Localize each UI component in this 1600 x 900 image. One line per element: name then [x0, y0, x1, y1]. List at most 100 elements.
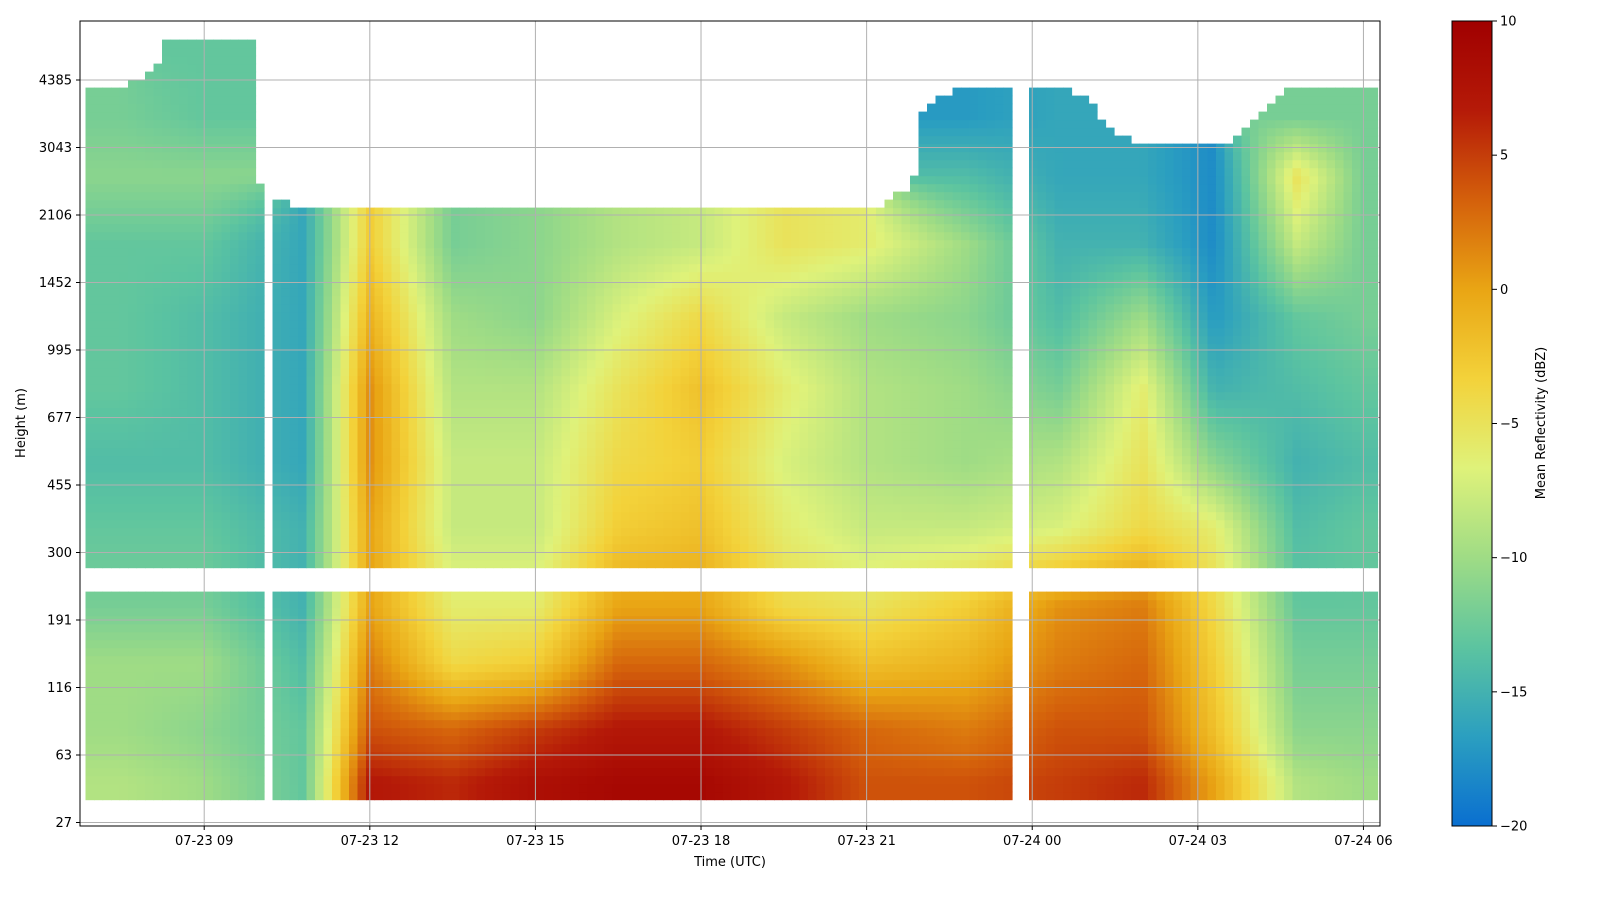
heatmap-cell — [153, 207, 163, 217]
heatmap-cell — [561, 263, 571, 273]
heatmap-cell — [85, 655, 95, 665]
heatmap-cell — [612, 735, 622, 745]
heatmap-cell — [570, 375, 580, 385]
heatmap-cell — [85, 527, 95, 537]
heatmap-cell — [629, 511, 639, 521]
heatmap-cell — [408, 655, 418, 665]
heatmap-cell — [391, 559, 401, 569]
heatmap-cell — [434, 719, 444, 729]
heatmap-cell — [230, 735, 240, 745]
heatmap-cell — [417, 391, 427, 401]
heatmap-cell — [289, 311, 299, 321]
heatmap-cell — [595, 447, 605, 457]
heatmap-cell — [289, 535, 299, 545]
heatmap-cell — [459, 279, 469, 289]
heatmap-cell — [213, 71, 223, 81]
heatmap-cell — [357, 423, 367, 433]
heatmap-cell — [162, 71, 172, 81]
heatmap-cell — [383, 271, 393, 281]
heatmap-cell — [153, 591, 163, 601]
heatmap-cell — [621, 743, 631, 753]
heatmap-cell — [578, 759, 588, 769]
heatmap-cell — [315, 687, 325, 697]
heatmap-cell — [153, 735, 163, 745]
heatmap-cell — [408, 479, 418, 489]
heatmap-cell — [459, 559, 469, 569]
heatmap-cell — [451, 519, 461, 529]
heatmap-cell — [221, 391, 231, 401]
heatmap-cell — [323, 711, 333, 721]
heatmap-cell — [442, 295, 452, 305]
heatmap-cell — [111, 311, 121, 321]
heatmap-cell — [544, 351, 554, 361]
heatmap-cell — [510, 423, 520, 433]
heatmap-cell — [349, 527, 359, 537]
heatmap-cell — [349, 543, 359, 553]
heatmap-cell — [459, 495, 469, 505]
heatmap-cell — [315, 479, 325, 489]
heatmap-cell — [255, 191, 265, 201]
heatmap-cell — [502, 495, 512, 505]
heatmap-cell — [94, 487, 104, 497]
heatmap-cell — [425, 655, 435, 665]
heatmap-cell — [119, 335, 129, 345]
heatmap-cell — [442, 687, 452, 697]
heatmap-cell — [289, 687, 299, 697]
heatmap-cell — [502, 423, 512, 433]
heatmap-cell — [570, 255, 580, 265]
heatmap-cell — [230, 623, 240, 633]
heatmap-cell — [621, 415, 631, 425]
heatmap-cell — [604, 391, 614, 401]
heatmap-cell — [196, 607, 206, 617]
heatmap-cell — [366, 543, 376, 553]
heatmap-cell — [638, 423, 648, 433]
heatmap-cell — [553, 351, 563, 361]
heatmap-cell — [128, 439, 138, 449]
heatmap-cell — [213, 471, 223, 481]
heatmap-cell — [383, 559, 393, 569]
heatmap-cell — [153, 87, 163, 97]
heatmap-cell — [468, 511, 478, 521]
heatmap-cell — [357, 671, 367, 681]
heatmap-cell — [578, 551, 588, 561]
heatmap-cell — [102, 247, 112, 257]
heatmap-cell — [629, 303, 639, 313]
heatmap-cell — [349, 231, 359, 241]
heatmap-cell — [179, 287, 189, 297]
heatmap-cell — [281, 511, 291, 521]
heatmap-cell — [306, 511, 316, 521]
heatmap-cell — [85, 623, 95, 633]
heatmap-cell — [391, 679, 401, 689]
heatmap-cell — [213, 319, 223, 329]
heatmap-cell — [553, 439, 563, 449]
heatmap-cell — [238, 175, 248, 185]
heatmap-cell — [187, 463, 197, 473]
heatmap-cell — [196, 727, 206, 737]
heatmap-cell — [204, 775, 214, 785]
heatmap-cell — [306, 343, 316, 353]
heatmap-cell — [604, 479, 614, 489]
heatmap-cell — [476, 343, 486, 353]
heatmap-cell — [578, 695, 588, 705]
heatmap-cell — [136, 471, 146, 481]
heatmap-cell — [94, 159, 104, 169]
heatmap-cell — [340, 735, 350, 745]
heatmap-cell — [578, 391, 588, 401]
heatmap-cell — [621, 319, 631, 329]
heatmap-cell — [561, 719, 571, 729]
heatmap-cell — [162, 39, 172, 49]
heatmap-cell — [145, 367, 155, 377]
heatmap-cell — [255, 215, 265, 225]
heatmap-cell — [255, 479, 265, 489]
heatmap-cell — [289, 223, 299, 233]
heatmap-cell — [553, 607, 563, 617]
heatmap-cell — [238, 159, 248, 169]
heatmap-cell — [213, 103, 223, 113]
heatmap-cell — [519, 759, 529, 769]
heatmap-cell — [187, 447, 197, 457]
heatmap-cell — [247, 271, 257, 281]
heatmap-cell — [485, 423, 495, 433]
heatmap-cell — [451, 751, 461, 761]
heatmap-cell — [391, 263, 401, 273]
heatmap-cell — [102, 751, 112, 761]
